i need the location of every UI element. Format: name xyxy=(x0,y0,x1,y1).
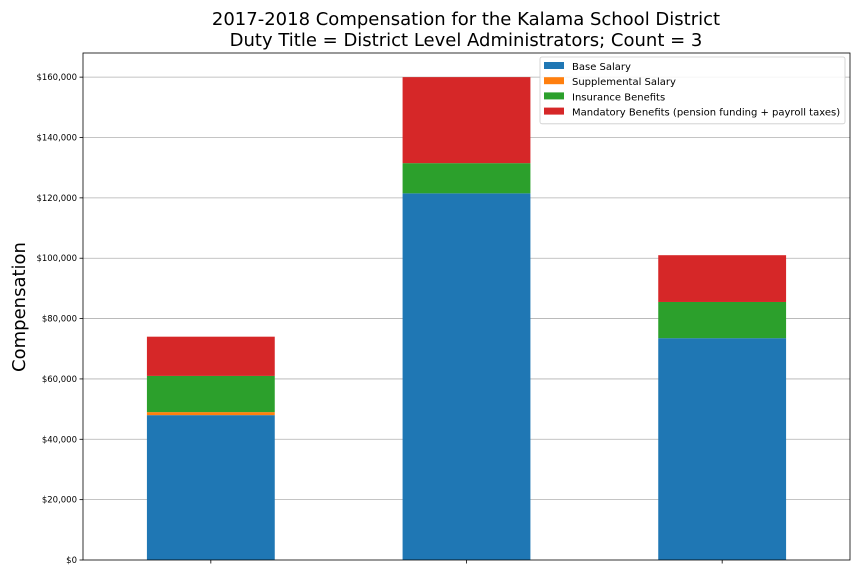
legend-label: Insurance Benefits xyxy=(572,92,665,103)
y-tick-label: $40,000 xyxy=(42,435,77,445)
bar-segment xyxy=(402,193,531,560)
legend-swatch xyxy=(544,92,564,100)
bar-segment xyxy=(146,336,275,376)
legend-swatch xyxy=(544,77,564,85)
y-tick-label: $80,000 xyxy=(42,315,77,325)
y-tick-label: $140,000 xyxy=(36,134,77,144)
chart-subtitle: Duty Title = District Level Administrato… xyxy=(230,30,703,51)
bar-segment xyxy=(658,255,787,302)
legend-label: Mandatory Benefits (pension funding + pa… xyxy=(572,108,840,119)
bar-segment xyxy=(146,415,275,560)
bar-segment xyxy=(402,77,531,164)
bar-segment xyxy=(146,375,275,413)
bars-layer xyxy=(146,77,787,560)
y-tick-label: $0 xyxy=(66,556,77,566)
legend-box xyxy=(539,56,846,125)
legend-label: Base Salary xyxy=(572,62,631,73)
legend-swatch xyxy=(544,107,564,115)
y-tick-label: $20,000 xyxy=(42,496,77,506)
legend-label: Supplemental Salary xyxy=(572,77,676,88)
y-tick-label: $160,000 xyxy=(36,73,77,83)
y-axis-label: Compensation xyxy=(9,242,30,372)
ticks-layer: $0 $20,000 $40,000 $60,000 $80,000 $100,000 $1… xyxy=(36,73,723,566)
y-tick-label: $120,000 xyxy=(36,194,77,204)
legend: Base Salary Supplemental Salary Insurance … xyxy=(539,56,846,125)
y-tick-label: $60,000 xyxy=(42,375,77,385)
legend-swatch xyxy=(544,62,564,69)
bar-segment xyxy=(146,412,275,416)
y-tick-label: $100,000 xyxy=(36,254,77,264)
bar-segment xyxy=(658,301,787,339)
bar-segment xyxy=(658,338,787,560)
chart-title: 2017-2018 Compensation for the Kalama Sc… xyxy=(212,9,720,30)
bar-segment xyxy=(402,163,531,194)
